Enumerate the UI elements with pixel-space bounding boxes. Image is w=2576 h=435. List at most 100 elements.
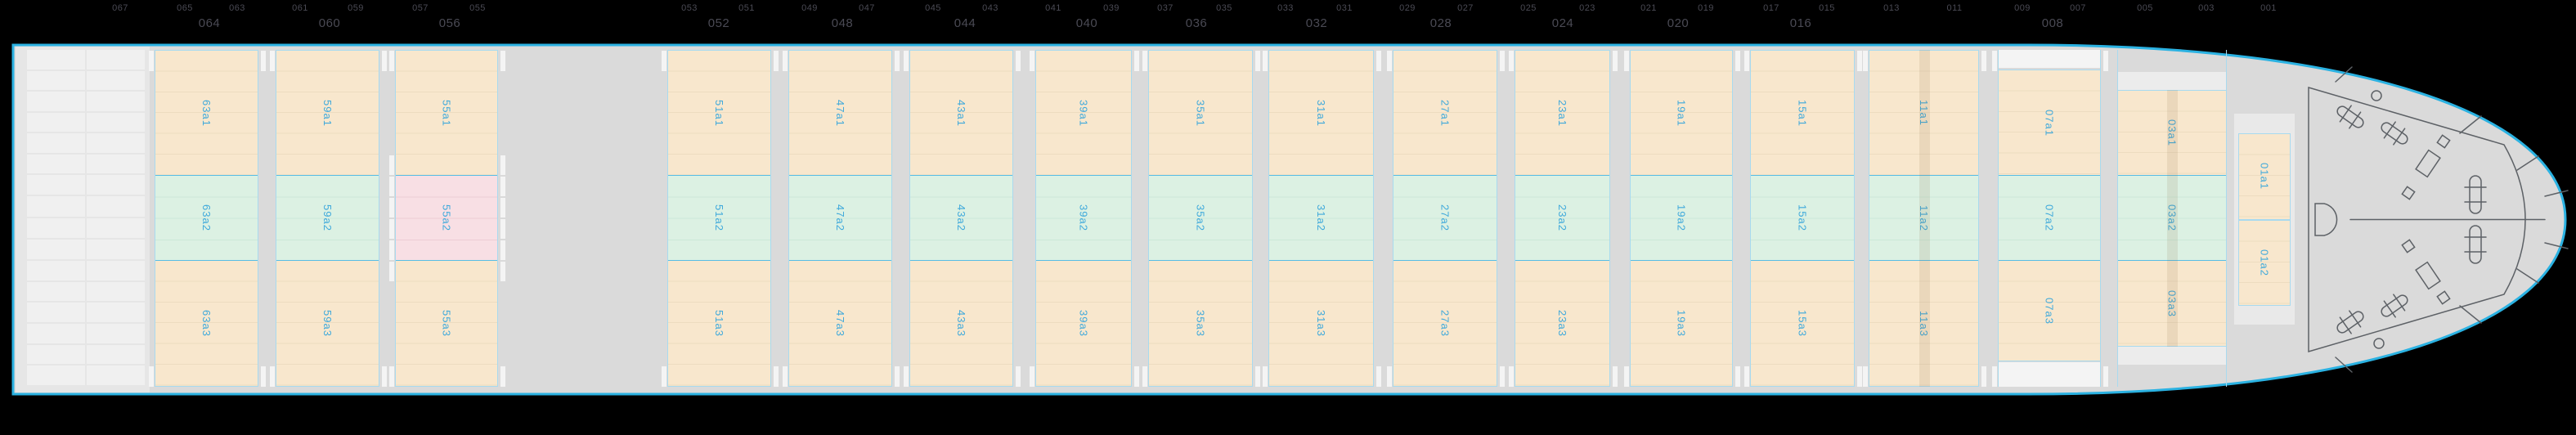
stowage-zone-27a2[interactable]: 27a2	[1393, 175, 1497, 261]
frame-number: 061	[292, 3, 308, 13]
stowage-zone-23a2[interactable]: 23a2	[1515, 175, 1609, 261]
stern-slot	[27, 261, 85, 280]
stowage-zone-35a2[interactable]: 35a2	[1149, 175, 1252, 261]
hatch-corner-fitting	[1387, 366, 1392, 387]
stowage-zone-15a1[interactable]: 15a1	[1751, 50, 1854, 175]
stowage-zone-59a3[interactable]: 59a3	[276, 261, 379, 387]
stowage-zone-03a1[interactable]: 03a1	[2118, 90, 2226, 175]
zone-label: 55a3	[440, 310, 453, 337]
stern-slot	[87, 133, 145, 153]
stowage-zone-59a2[interactable]: 59a2	[276, 175, 379, 261]
frame-number: 065	[177, 3, 193, 13]
stowage-zone-11a1[interactable]: 11a1	[1869, 50, 1978, 175]
stern-slot-group	[27, 50, 145, 173]
stern-slot	[87, 303, 145, 322]
anchor-chain-icon	[2401, 239, 2451, 305]
frame-number: 013	[1883, 3, 1900, 13]
stowage-zone-07a1[interactable]: 07a1	[1999, 70, 2100, 175]
stowage-zone-19a1[interactable]: 19a1	[1631, 50, 1732, 175]
stowage-zone-35a1[interactable]: 35a1	[1149, 50, 1252, 175]
stowage-zone-07a3[interactable]: 07a3	[1999, 261, 2100, 361]
hatch-corner-fitting	[774, 51, 779, 71]
stowage-zone-43a1[interactable]: 43a1	[910, 50, 1012, 175]
stern-slot	[27, 92, 85, 111]
stowage-zone-59a1[interactable]: 59a1	[276, 50, 379, 175]
stowage-zone-51a1[interactable]: 51a1	[668, 50, 770, 175]
hatch-corner-fitting	[1981, 366, 1986, 387]
hatch-corner-fitting	[1376, 51, 1381, 71]
stowage-zone-11a2[interactable]: 11a2	[1869, 175, 1978, 261]
stowage-zone-31a2[interactable]: 31a2	[1269, 175, 1373, 261]
stowage-zone-43a2[interactable]: 43a2	[910, 175, 1012, 261]
hatch-corner-fitting	[1863, 51, 1868, 71]
hatch-corner-fitting	[1016, 51, 1021, 71]
stowage-zone-23a1[interactable]: 23a1	[1515, 50, 1609, 175]
hatch-corner-fitting	[149, 366, 154, 387]
stowage-zone-39a2[interactable]: 39a2	[1036, 175, 1131, 261]
zone-label: 39a2	[1077, 204, 1090, 231]
zone-label: 01a2	[2258, 249, 2271, 276]
bay-43: 43a1 43a2 43a3	[904, 50, 1021, 387]
stowage-zone-63a2[interactable]: 63a2	[155, 175, 258, 261]
frame-number: 025	[1520, 3, 1537, 13]
stowage-zone-15a3[interactable]: 15a3	[1751, 261, 1854, 387]
stern-slot-grid	[27, 50, 145, 387]
bay-55: 55a1 55a2 55a3	[389, 50, 505, 387]
stowage-zone-11a3[interactable]: 11a3	[1869, 261, 1978, 387]
hatch-corner-fitting	[1509, 366, 1514, 387]
hatch-corner-fitting	[774, 366, 779, 387]
hatch-corner-fitting	[389, 51, 394, 71]
hatch-corner-fitting	[1500, 51, 1505, 71]
stowage-zone-23a3[interactable]: 23a3	[1515, 261, 1609, 387]
bay-number: 032	[1305, 16, 1328, 30]
stowage-zone-03a3[interactable]: 03a3	[2118, 261, 2226, 347]
zone-label: 39a1	[1077, 99, 1090, 127]
stowage-zone-51a3[interactable]: 51a3	[668, 261, 770, 387]
zone-label: 01a1	[2258, 163, 2271, 191]
stowage-zone-27a3[interactable]: 27a3	[1393, 261, 1497, 387]
bow-mooring-deck	[2308, 66, 2569, 373]
stowage-zone-27a1[interactable]: 27a1	[1393, 50, 1497, 175]
stowage-zone-39a3[interactable]: 39a3	[1036, 261, 1131, 387]
zone-label: 43a1	[955, 99, 967, 127]
stowage-zone-03a2[interactable]: 03a2	[2118, 175, 2226, 261]
stowage-zone-47a2[interactable]: 47a2	[789, 175, 891, 261]
stowage-zone-43a3[interactable]: 43a3	[910, 261, 1012, 387]
zone-label: 03a2	[2165, 204, 2179, 231]
zone-label: 11a2	[1918, 204, 1930, 231]
zone-label: 63a1	[200, 99, 213, 127]
hatch-corner-fitting	[1613, 51, 1618, 71]
zone-label: 39a3	[1077, 310, 1090, 337]
stowage-zone-31a1[interactable]: 31a1	[1269, 50, 1373, 175]
hatch-corner-fitting	[382, 366, 387, 387]
zone-label: 47a3	[834, 310, 846, 337]
stowage-zone-31a3[interactable]: 31a3	[1269, 261, 1373, 387]
stowage-zone-35a3[interactable]: 35a3	[1149, 261, 1252, 387]
stowage-zone-55a1[interactable]: 55a1	[396, 50, 497, 175]
stowage-zone-39a1[interactable]: 39a1	[1036, 50, 1131, 175]
stowage-zone-19a3[interactable]: 19a3	[1631, 261, 1732, 387]
stowage-zone-47a1[interactable]: 47a1	[789, 50, 891, 175]
stowage-zone-63a3[interactable]: 63a3	[155, 261, 258, 387]
bay-number: 008	[2041, 16, 2064, 30]
frame-number: 011	[1946, 3, 1963, 13]
stowage-zone-55a2[interactable]: 55a2	[396, 175, 497, 261]
stowage-zone-19a2[interactable]: 19a2	[1631, 175, 1732, 261]
stowage-zone-47a3[interactable]: 47a3	[789, 261, 891, 387]
stowage-zone-15a2[interactable]: 15a2	[1751, 175, 1854, 261]
frame-number: 015	[1819, 3, 1835, 13]
zone-label: 31a1	[1315, 99, 1327, 127]
hatch-corner-fitting	[1613, 366, 1618, 387]
stowage-zone-55a3[interactable]: 55a3	[396, 261, 497, 387]
stowage-zone-51a2[interactable]: 51a2	[668, 175, 770, 261]
stowage-zone-01a1[interactable]: 01a1	[2238, 133, 2291, 220]
hatch-corner-fitting	[270, 366, 275, 387]
stern-slot	[87, 261, 145, 280]
stowage-zone-63a1[interactable]: 63a1	[155, 50, 258, 175]
stowage-zone-01a2[interactable]: 01a2	[2238, 219, 2291, 306]
stowage-zone-07a2[interactable]: 07a2	[1999, 175, 2100, 261]
hatch-end-cover	[1999, 50, 2100, 68]
stern-slot	[27, 365, 85, 385]
hatch-end-cover	[2118, 72, 2226, 90]
zone-label: 35a1	[1194, 99, 1207, 127]
